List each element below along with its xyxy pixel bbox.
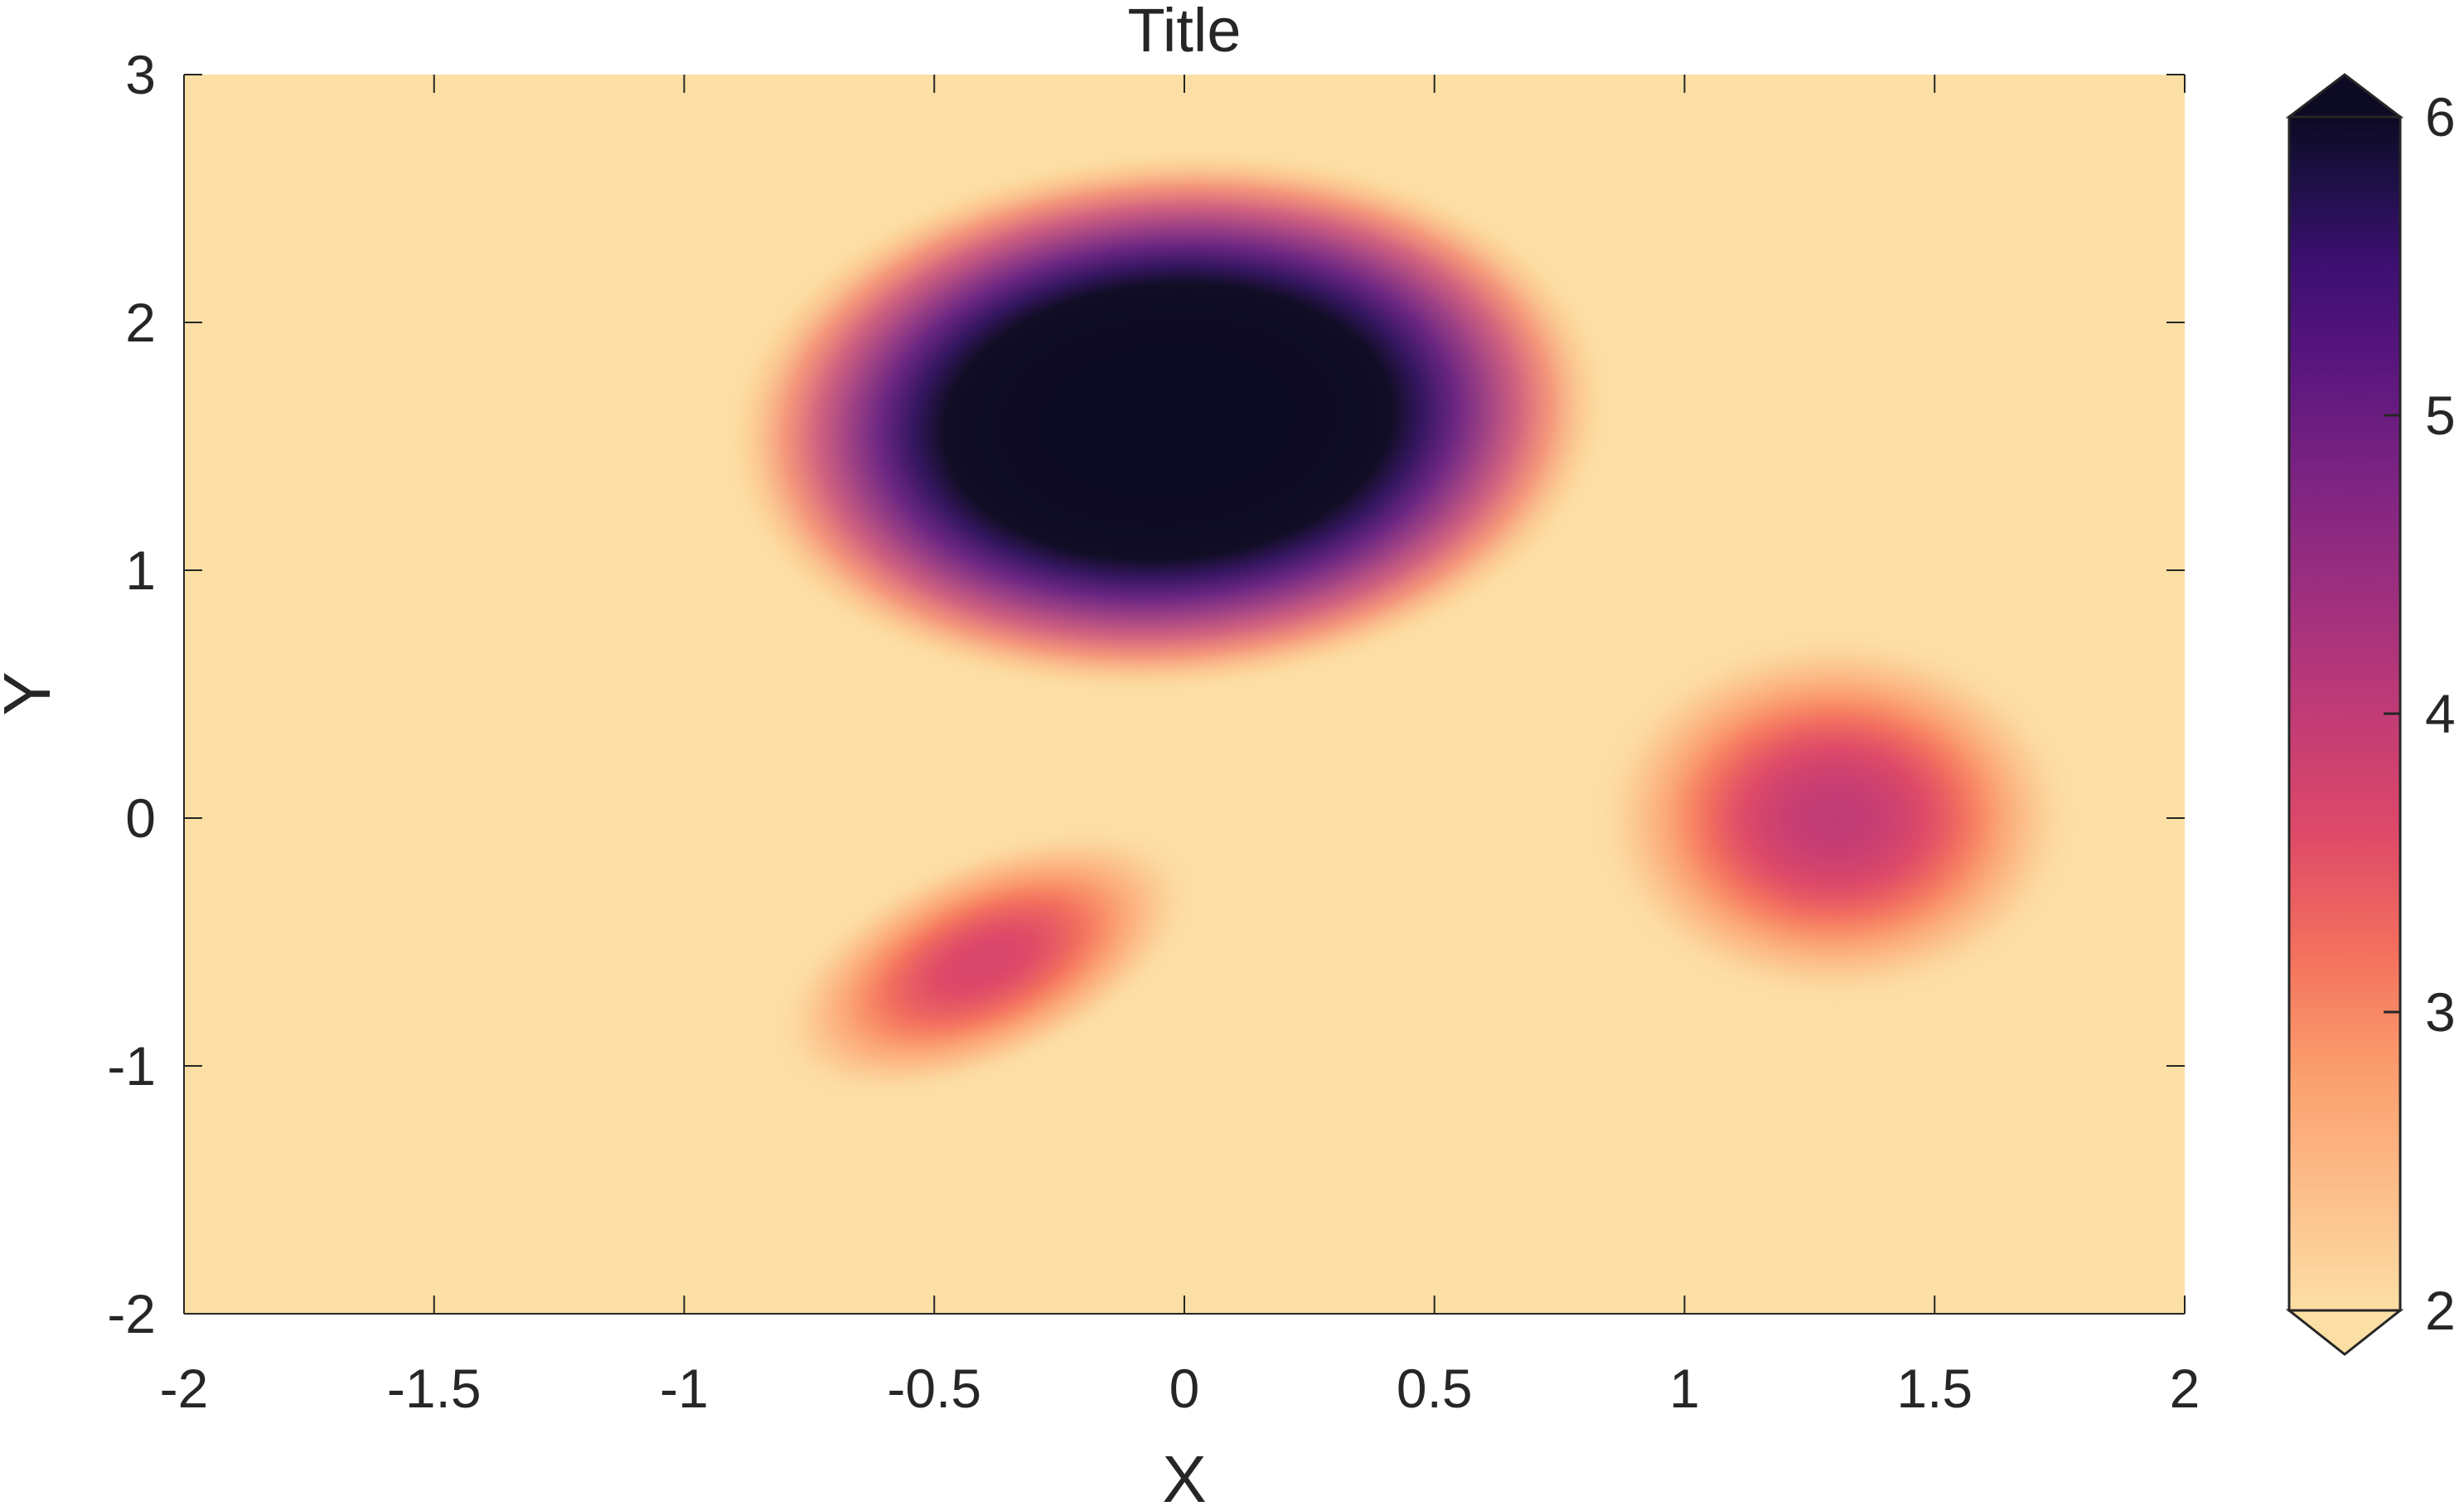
x-tick-label: 1 bbox=[1669, 1358, 1700, 1419]
heatmap-peak bbox=[767, 823, 1202, 1102]
x-tick-label: -0.5 bbox=[887, 1358, 981, 1419]
y-axis-label: Y bbox=[0, 671, 64, 715]
y-tick-label: 2 bbox=[125, 292, 156, 353]
x-tick-label: 2 bbox=[2170, 1358, 2200, 1419]
y-tick-label: 1 bbox=[125, 540, 156, 601]
x-tick-label: 0.5 bbox=[1397, 1358, 1473, 1419]
x-ticks: -2 -1.5 -1 -0.5 0 0.5 1 1.5 2 bbox=[160, 75, 2200, 1419]
colorbar-extend-bottom bbox=[2285, 1309, 2404, 1356]
y-tick-label: -1 bbox=[107, 1035, 156, 1097]
colorbar-extend-top bbox=[2285, 73, 2404, 119]
x-tick-label: -2 bbox=[160, 1358, 209, 1419]
colorbar-tick-label: 4 bbox=[2425, 683, 2456, 744]
x-tick-label: 0 bbox=[1169, 1358, 1200, 1419]
colorbar-tick-label: 5 bbox=[2425, 385, 2456, 446]
y-tick-label: 3 bbox=[125, 44, 156, 105]
colorbar-ticks: 2 3 4 5 6 bbox=[2384, 86, 2456, 1341]
colorbar-tick-label: 6 bbox=[2425, 86, 2456, 148]
y-ticks: -2 -1 0 1 2 3 bbox=[107, 44, 2185, 1344]
colorbar-tick-label: 3 bbox=[2425, 981, 2456, 1043]
y-tick-label: 0 bbox=[125, 787, 156, 849]
heatmap-peak bbox=[1585, 627, 2084, 1009]
colorbar-gradient bbox=[2287, 115, 2402, 1312]
colorbar-tick-label: 2 bbox=[2425, 1280, 2456, 1341]
heatmap-peak bbox=[720, 147, 1615, 696]
x-tick-label: -1.5 bbox=[387, 1358, 482, 1419]
x-axis-label: X bbox=[1162, 1442, 1206, 1511]
plot-area bbox=[184, 75, 2185, 1314]
chart-title: Title bbox=[1127, 0, 1241, 65]
y-tick-label: -2 bbox=[107, 1283, 156, 1344]
x-tick-label: 1.5 bbox=[1896, 1358, 1973, 1419]
x-tick-label: -1 bbox=[660, 1358, 709, 1419]
colorbar: 2 3 4 5 6 bbox=[2285, 73, 2456, 1356]
heatmap-field bbox=[720, 147, 2084, 1102]
